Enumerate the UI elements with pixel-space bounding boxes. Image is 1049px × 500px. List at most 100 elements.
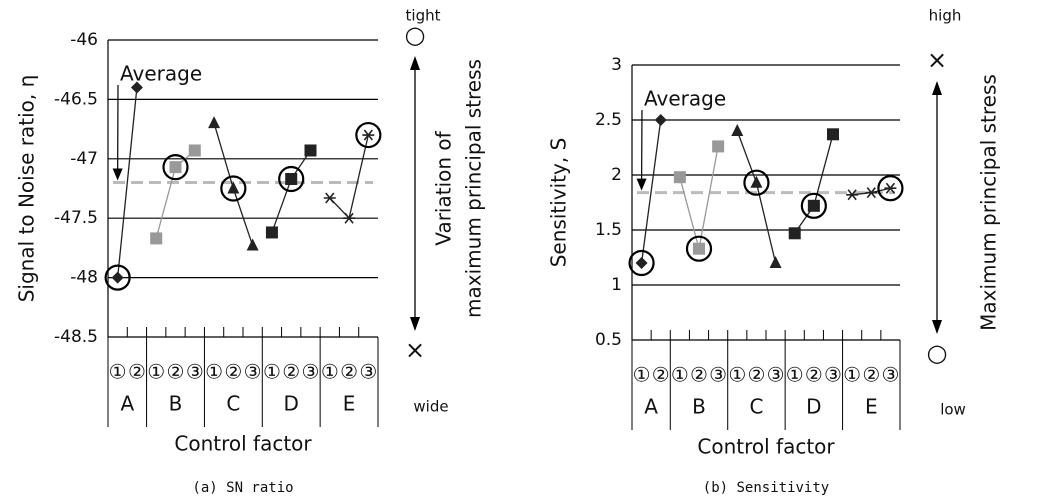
marker bbox=[673, 171, 686, 184]
marker bbox=[865, 187, 878, 199]
x-tick-label: ③ bbox=[767, 363, 785, 387]
x-tick-label: ② bbox=[690, 363, 708, 387]
series-line bbox=[116, 87, 138, 278]
group-label: A bbox=[120, 392, 134, 416]
x-tick-label: ③ bbox=[244, 360, 262, 384]
top-symbol: ○ bbox=[405, 21, 426, 49]
x-tick-label: ② bbox=[747, 363, 765, 387]
y-tick-label: -48.5 bbox=[54, 327, 98, 347]
group-label: E bbox=[865, 395, 878, 419]
marker bbox=[750, 175, 763, 188]
y-tick-label: -47.5 bbox=[54, 208, 98, 228]
x-tick-label: ① bbox=[843, 363, 861, 387]
marker bbox=[769, 256, 782, 268]
x-tick-label: ② bbox=[652, 363, 670, 387]
marker bbox=[362, 129, 375, 141]
y-tick-label: -48 bbox=[70, 268, 98, 288]
marker bbox=[343, 212, 356, 224]
y-tick-label: 2.5 bbox=[595, 110, 622, 130]
bottom-symbol: × bbox=[405, 336, 425, 364]
x-tick-label: ① bbox=[671, 363, 689, 387]
arrow-head bbox=[932, 320, 942, 334]
y-tick-label: -46 bbox=[70, 30, 98, 50]
x-tick-label: ③ bbox=[881, 363, 899, 387]
arrow-head bbox=[932, 81, 942, 95]
x-axis-label: Control factor bbox=[697, 435, 835, 459]
x-tick-label: ② bbox=[862, 363, 880, 387]
x-tick-label: ② bbox=[805, 363, 823, 387]
marker bbox=[712, 140, 725, 153]
average-label: Average bbox=[644, 87, 726, 111]
optimum-circle bbox=[104, 264, 131, 291]
optimum-circle bbox=[628, 249, 655, 277]
marker bbox=[265, 226, 278, 239]
marker bbox=[846, 189, 859, 201]
group-label: B bbox=[692, 395, 706, 419]
group-label: A bbox=[644, 395, 658, 419]
caption: (b) Sensitivity bbox=[703, 480, 829, 496]
group-label: C bbox=[749, 395, 763, 419]
y-tick-label: -46.5 bbox=[54, 89, 98, 109]
x-tick-label: ① bbox=[786, 363, 804, 387]
x-tick-label: ① bbox=[205, 360, 223, 384]
group-label: D bbox=[284, 392, 299, 416]
bottom-label: wide bbox=[413, 398, 448, 416]
marker bbox=[208, 116, 221, 129]
x-tick-label: ③ bbox=[359, 360, 377, 384]
marker bbox=[169, 161, 182, 174]
optimum-circle bbox=[800, 192, 827, 219]
x-tick-label: ② bbox=[167, 360, 185, 384]
bottom-symbol: ○ bbox=[927, 339, 948, 367]
x-tick-label: ② bbox=[128, 360, 146, 384]
y-axis-label: Signal to Noise ratio, η bbox=[15, 75, 39, 303]
y-tick-label: 1.5 bbox=[595, 220, 622, 240]
arrow-head bbox=[112, 168, 123, 181]
top-label: tight bbox=[406, 7, 441, 25]
x-tick-label: ③ bbox=[709, 363, 727, 387]
x-tick-label: ① bbox=[263, 360, 281, 384]
optimum-circle bbox=[743, 169, 770, 196]
marker bbox=[884, 182, 897, 194]
right-axis-label: maximum principal stress bbox=[462, 59, 486, 318]
group-label: C bbox=[226, 392, 240, 416]
series-line bbox=[736, 130, 777, 264]
x-tick-label: ② bbox=[282, 360, 300, 384]
x-tick-label: ① bbox=[633, 363, 651, 387]
y-tick-label: -47 bbox=[70, 149, 98, 169]
arrow-head bbox=[410, 317, 420, 331]
top-symbol: × bbox=[927, 46, 947, 74]
optimum-circle bbox=[355, 121, 382, 149]
x-tick-label: ① bbox=[109, 360, 127, 384]
marker bbox=[130, 81, 143, 94]
group-label: D bbox=[806, 395, 821, 419]
marker bbox=[654, 114, 667, 126]
series-line bbox=[329, 134, 369, 220]
x-tick-label: ① bbox=[321, 360, 339, 384]
right-axis-label: Maximum principal stress bbox=[977, 74, 1001, 331]
x-tick-label: ③ bbox=[186, 360, 204, 384]
marker bbox=[285, 172, 298, 185]
y-tick-label: 0.5 bbox=[595, 330, 622, 350]
x-tick-label: ② bbox=[340, 360, 358, 384]
optimum-circle bbox=[220, 175, 247, 202]
marker bbox=[827, 128, 839, 141]
x-axis-label: Control factor bbox=[174, 432, 312, 456]
x-tick-label: ① bbox=[728, 363, 746, 387]
marker bbox=[227, 181, 240, 194]
top-label: high bbox=[929, 7, 962, 25]
marker bbox=[304, 144, 317, 157]
arrow-head bbox=[410, 56, 420, 70]
optimum-circle bbox=[278, 165, 305, 193]
marker bbox=[323, 192, 336, 204]
optimum-circle bbox=[685, 235, 713, 262]
arrow-head bbox=[636, 178, 647, 191]
marker bbox=[150, 232, 163, 245]
average-label: Average bbox=[120, 62, 202, 86]
y-tick-label: 3 bbox=[611, 55, 622, 75]
marker bbox=[188, 144, 201, 157]
caption: (a) SN ratio bbox=[192, 480, 293, 496]
marker bbox=[111, 271, 124, 284]
series-line bbox=[640, 119, 662, 264]
y-tick-label: 2 bbox=[611, 165, 622, 185]
